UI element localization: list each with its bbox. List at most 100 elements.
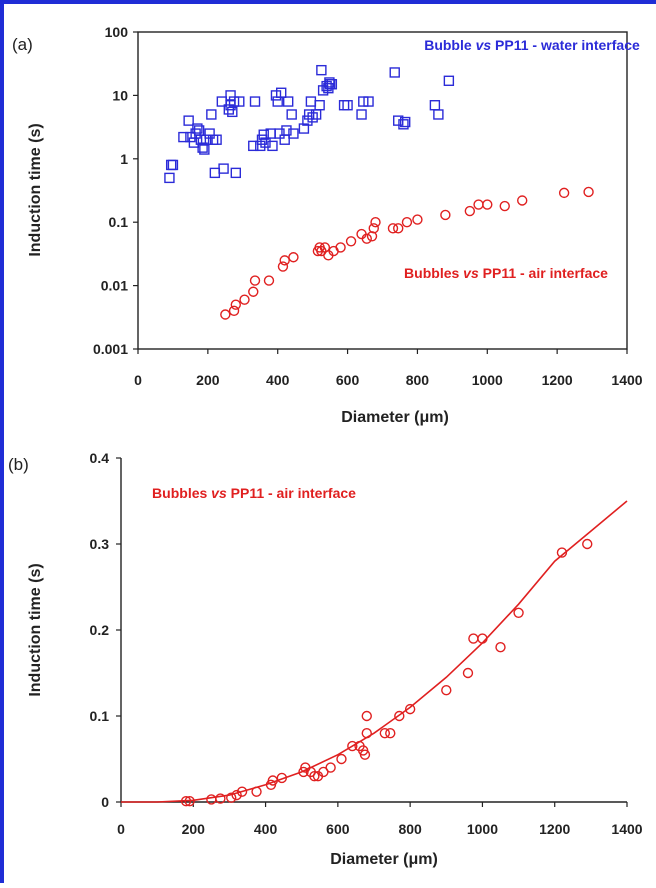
data-point xyxy=(274,128,285,139)
data-point xyxy=(255,140,266,152)
data-point xyxy=(258,129,269,140)
y-tick-label: 100 xyxy=(105,24,129,40)
data-point xyxy=(412,214,423,225)
x-tick-label: 1200 xyxy=(539,821,570,837)
data-point xyxy=(345,236,357,247)
x-tick-label: 200 xyxy=(196,372,220,388)
annotation-part: Bubbles xyxy=(152,485,211,501)
series-annotation: Bubble vs PP11 - water interface xyxy=(424,37,640,53)
x-tick-label: 600 xyxy=(336,372,360,388)
data-point xyxy=(195,134,207,145)
x-axis-title: Diameter (μm) xyxy=(330,851,438,868)
data-point xyxy=(270,90,282,101)
data-point xyxy=(513,607,524,618)
data-point xyxy=(387,223,399,234)
data-point xyxy=(307,112,318,123)
figure-svg: (a)0 200 400 600 800 1000 1200 14000.0010.010.1… xyxy=(8,24,643,868)
data-point xyxy=(260,137,271,148)
data-point xyxy=(225,90,236,101)
data-point xyxy=(556,547,568,558)
x-tick-label: 1400 xyxy=(611,372,642,388)
data-point xyxy=(379,728,391,739)
data-point xyxy=(236,786,248,797)
data-point xyxy=(288,128,299,139)
data-point xyxy=(482,199,493,210)
data-point xyxy=(394,710,405,722)
annotation-part: vs xyxy=(211,485,227,501)
data-point xyxy=(429,100,441,111)
data-point xyxy=(277,261,289,272)
data-point xyxy=(443,75,455,86)
data-point xyxy=(249,96,261,107)
data-point xyxy=(215,793,226,804)
annotation-part: vs xyxy=(476,37,492,53)
data-point xyxy=(347,740,358,752)
annotation-part: PP11 - air interface xyxy=(227,485,356,501)
x-axis-title: Diameter (μm) xyxy=(341,409,449,426)
data-point xyxy=(230,167,242,179)
series-annotation: Bubbles vs PP11 - air interface xyxy=(404,265,608,281)
x-tick-label: 400 xyxy=(266,372,290,388)
data-point xyxy=(167,159,179,171)
data-point xyxy=(441,685,452,696)
data-point xyxy=(316,64,327,76)
chart-panel-b: (b) 0 200 400 600 800 1000 1200 1400 0 0.1 0.2 0.3 0.… xyxy=(8,450,643,868)
data-point xyxy=(206,109,217,120)
data-point xyxy=(302,115,313,126)
series-annotation: Bubbles vs PP11 - air interface xyxy=(152,485,356,501)
x-tick-label: 1000 xyxy=(467,821,498,837)
data-point xyxy=(366,231,378,242)
data-point xyxy=(321,80,332,92)
series-circle-markers xyxy=(220,186,594,320)
data-point xyxy=(368,223,379,234)
data-point xyxy=(393,115,404,126)
data-point xyxy=(185,131,196,143)
data-point xyxy=(199,144,210,155)
data-point xyxy=(248,140,259,152)
panel-label: (a) xyxy=(12,35,33,54)
data-point xyxy=(303,109,315,120)
x-tick-label: 1000 xyxy=(472,372,503,388)
data-point xyxy=(404,703,416,715)
x-tick-label: 600 xyxy=(326,821,350,837)
data-point xyxy=(197,142,208,153)
data-point xyxy=(164,172,175,184)
data-point xyxy=(582,538,593,550)
series-square-markers xyxy=(164,64,455,184)
data-point xyxy=(200,134,212,145)
data-point xyxy=(305,96,317,107)
data-point xyxy=(400,116,411,128)
data-point xyxy=(462,667,474,679)
x-tick-label: 1400 xyxy=(611,821,642,837)
data-point xyxy=(209,167,221,179)
data-point xyxy=(361,233,372,244)
x-tick-label: 0 xyxy=(134,372,142,388)
series-circle-markers xyxy=(180,538,593,807)
data-point xyxy=(228,96,240,107)
data-point xyxy=(499,200,510,212)
data-point xyxy=(517,195,528,206)
data-point xyxy=(211,134,222,145)
data-point xyxy=(326,79,338,90)
data-point xyxy=(464,205,476,217)
data-point xyxy=(183,115,194,126)
data-point xyxy=(248,286,259,297)
data-point xyxy=(281,125,292,136)
data-point xyxy=(393,223,404,234)
annotation-part: Bubble xyxy=(424,37,475,53)
data-point xyxy=(338,100,350,111)
data-point xyxy=(583,186,594,198)
data-point xyxy=(440,209,451,221)
data-point xyxy=(226,792,237,803)
data-point xyxy=(356,109,367,120)
data-point xyxy=(267,140,278,152)
y-tick-label: 10 xyxy=(112,87,128,103)
data-point xyxy=(204,128,215,139)
x-tick-label: 800 xyxy=(406,372,430,388)
series-fit-curve xyxy=(121,500,628,803)
plot-area-border xyxy=(137,31,628,350)
data-point xyxy=(314,100,325,111)
data-point xyxy=(389,67,400,78)
data-point xyxy=(239,294,250,305)
